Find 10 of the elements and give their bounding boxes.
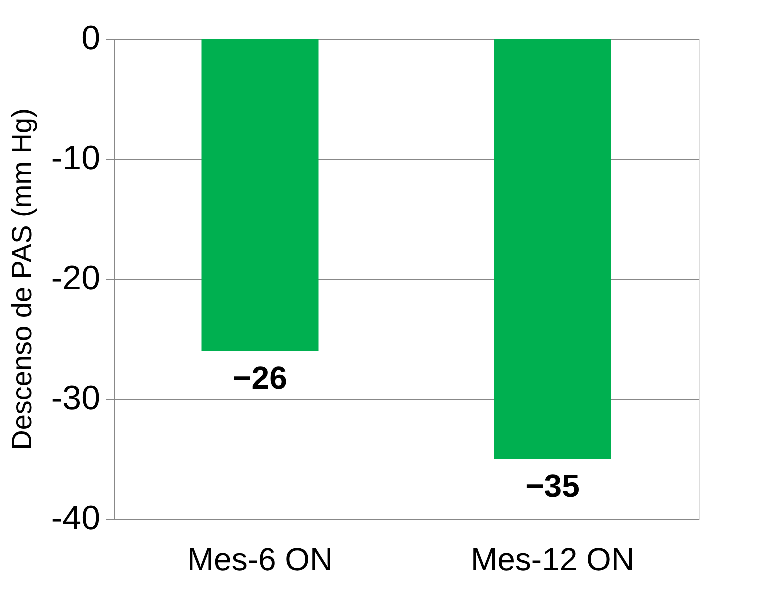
y-tick-label: -10 (51, 140, 100, 178)
y-tick-label: -20 (51, 260, 100, 298)
x-tick-label: Mes-12 ON (470, 542, 635, 578)
x-tick-label: Mes-6 ON (187, 542, 334, 578)
y-tick-label: -40 (51, 500, 100, 538)
data-label: −26 (233, 360, 288, 396)
y-tick-label: -30 (51, 380, 100, 418)
y-tick-label: 0 (82, 20, 100, 58)
data-label: −35 (526, 468, 580, 504)
y-axis-title: Descenso de PAS (mm Hg) (6, 108, 38, 450)
